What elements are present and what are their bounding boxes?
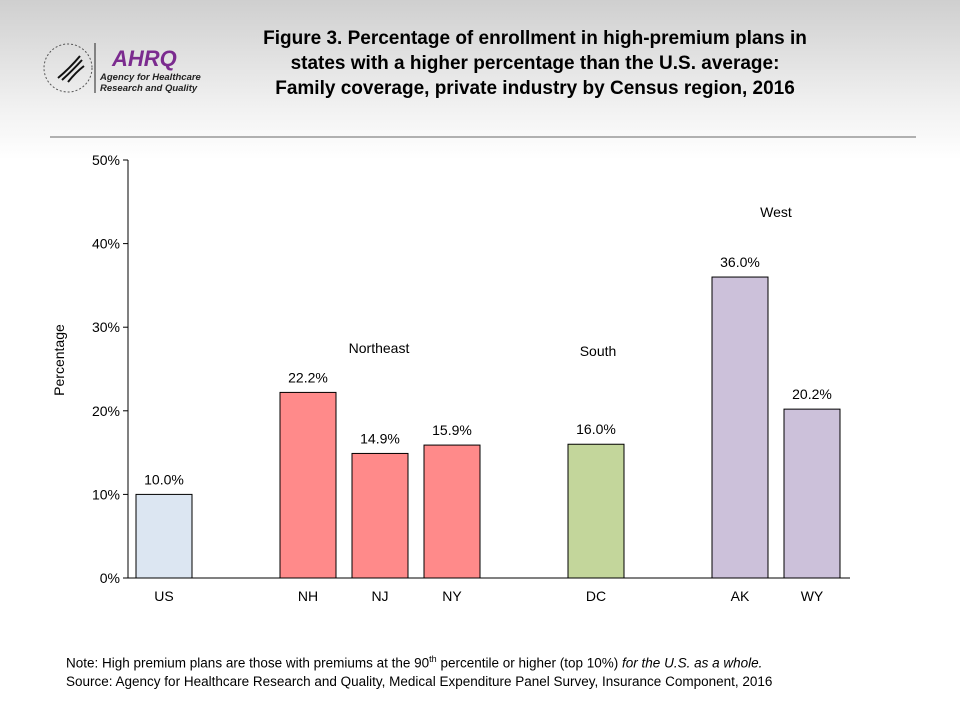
bar-wy [783, 408, 841, 579]
logo-tagline: Research and Quality [100, 83, 198, 94]
bar-nh [279, 391, 337, 579]
annotation-south: South [580, 343, 617, 359]
x-tick-label: DC [586, 588, 606, 604]
annotation-west: West [760, 204, 792, 220]
data-label: 15.9% [432, 422, 472, 438]
title-line: Figure 3. Percentage of enrollment in hi… [263, 28, 807, 49]
note-text: Note: High premium plans are those with … [66, 655, 430, 671]
logo-tagline: Agency for Healthcare [99, 72, 202, 83]
bar-us [135, 493, 193, 579]
y-tick-label: 20% [92, 403, 120, 419]
y-tick-label: 40% [92, 236, 120, 252]
note-italic: for the U.S. as a whole. [622, 655, 763, 671]
y-tick-label: 10% [92, 486, 120, 502]
x-tick-label: NJ [371, 588, 388, 604]
data-label: 16.0% [576, 421, 616, 437]
title-line: Family coverage, private industry by Cen… [275, 78, 795, 99]
x-tick-label: AK [731, 588, 750, 604]
data-label: 22.2% [288, 369, 328, 385]
ahrq-logo: AHRQ Agency for Healthcare Research and … [40, 38, 220, 98]
x-tick-label: NY [442, 588, 462, 604]
x-tick-label: US [154, 588, 173, 604]
bar-ak [711, 276, 769, 579]
bar-ny [423, 444, 481, 579]
chart-title: Figure 3. Percentage of enrollment in hi… [215, 26, 855, 101]
data-label: 36.0% [720, 254, 760, 270]
x-tick-label: NH [298, 588, 318, 604]
annotation-northeast: Northeast [349, 340, 410, 356]
notes: Note: High premium plans are those with … [66, 650, 772, 691]
y-tick-label: 0% [100, 570, 120, 586]
y-tick-label: 30% [92, 319, 120, 335]
title-line: states with a higher percentage than the… [290, 53, 780, 74]
data-label: 10.0% [144, 471, 184, 487]
y-tick-label: 50% [92, 152, 120, 168]
data-label: 14.9% [360, 430, 400, 446]
logo-wordmark: AHRQ [111, 46, 177, 71]
divider [50, 136, 916, 138]
bar-dc [567, 443, 625, 579]
note-text: percentile or higher (top 10%) [436, 655, 623, 671]
bar-nj [351, 452, 409, 579]
data-label: 20.2% [792, 386, 832, 402]
x-tick-label: WY [801, 588, 824, 604]
note-line: Note: High premium plans are those with … [66, 650, 772, 673]
note-sup: th [429, 654, 437, 664]
source-line: Source: Agency for Healthcare Research a… [66, 673, 773, 689]
y-axis-label: Percentage [51, 324, 67, 396]
